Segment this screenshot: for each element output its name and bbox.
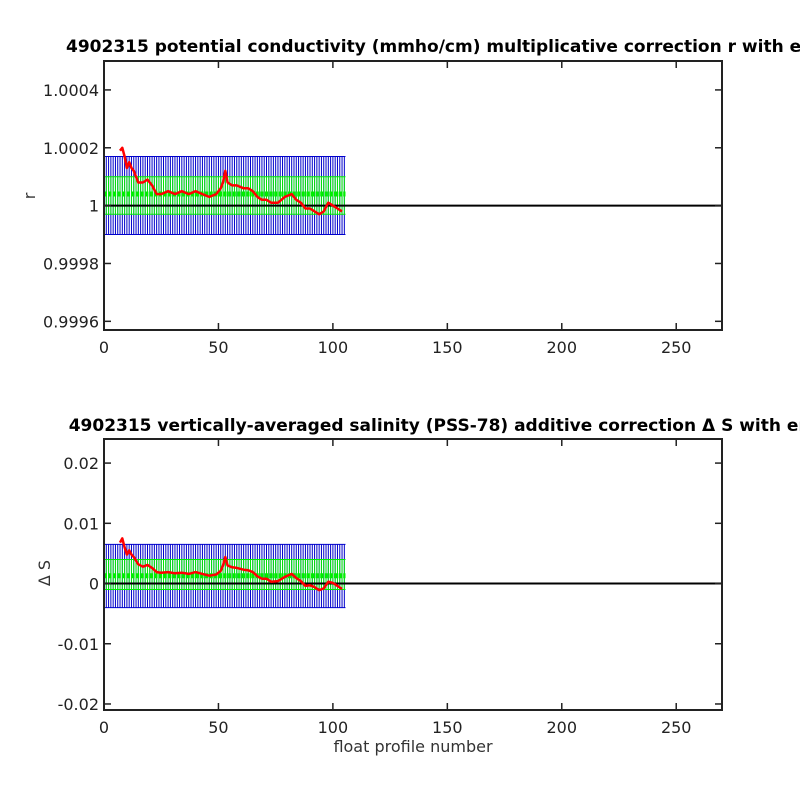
chart1-series-line-0 xyxy=(119,146,343,216)
chart2-x-tick-label: 100 xyxy=(318,718,349,737)
chart2-axes-box xyxy=(103,438,723,711)
chart1-plot-area: 0 50 100 150 200 250 0.9996 0.9998 1 1.0002 1.0004 xyxy=(43,60,723,357)
chart1-title: 4902315 potential conductivity (mmho/cm)… xyxy=(66,37,800,57)
chart2-x-tick-label: 200 xyxy=(547,718,578,737)
chart1-y-tick-label: 0.9996 xyxy=(43,312,99,331)
chart1-y-tick-label: 1 xyxy=(89,197,99,216)
chart2-x-tick-label: 0 xyxy=(99,718,109,737)
chart1-x-tick-label: 50 xyxy=(208,338,228,357)
chart1-x-tick-label: 200 xyxy=(547,338,578,357)
chart2-x-tick-label: 250 xyxy=(661,718,692,737)
chart1-y-tick-label: 1.0002 xyxy=(43,139,99,158)
chart1-x-tick-label: 150 xyxy=(432,338,463,357)
chart1-axes-box xyxy=(103,60,723,331)
chart2-y-tick-label: -0.02 xyxy=(58,695,99,714)
chart2-y-tick-label: 0.02 xyxy=(63,454,99,473)
chart2-y-tick-label: 0 xyxy=(89,575,99,594)
chart1-ylabel: r xyxy=(20,192,39,199)
chart2-series-line-0 xyxy=(118,537,343,592)
chart2-title: 4902315 vertically-averaged salinity (PS… xyxy=(69,416,800,436)
chart1-y-tick-label: 0.9998 xyxy=(43,254,99,273)
chart2-ylabel: Δ S xyxy=(35,560,54,586)
chart1-y-tick-label: 1.0004 xyxy=(43,81,99,100)
chart2-y-tick-label: -0.01 xyxy=(58,635,99,654)
chart1-x-tick-label: 0 xyxy=(99,338,109,357)
chart2-plot-area: 0 50 100 150 200 250 -0.02 -0.01 0 0.01 0.02 xyxy=(58,438,723,737)
chart1-x-tick-label: 250 xyxy=(661,338,692,357)
chart2-x-tick-label: 150 xyxy=(432,718,463,737)
chart2-x-tick-label: 50 xyxy=(208,718,228,737)
chart2-y-tick-label: 0.01 xyxy=(63,514,99,533)
chart2-xlabel: float profile number xyxy=(333,737,493,756)
chart1-x-tick-label: 100 xyxy=(318,338,349,357)
